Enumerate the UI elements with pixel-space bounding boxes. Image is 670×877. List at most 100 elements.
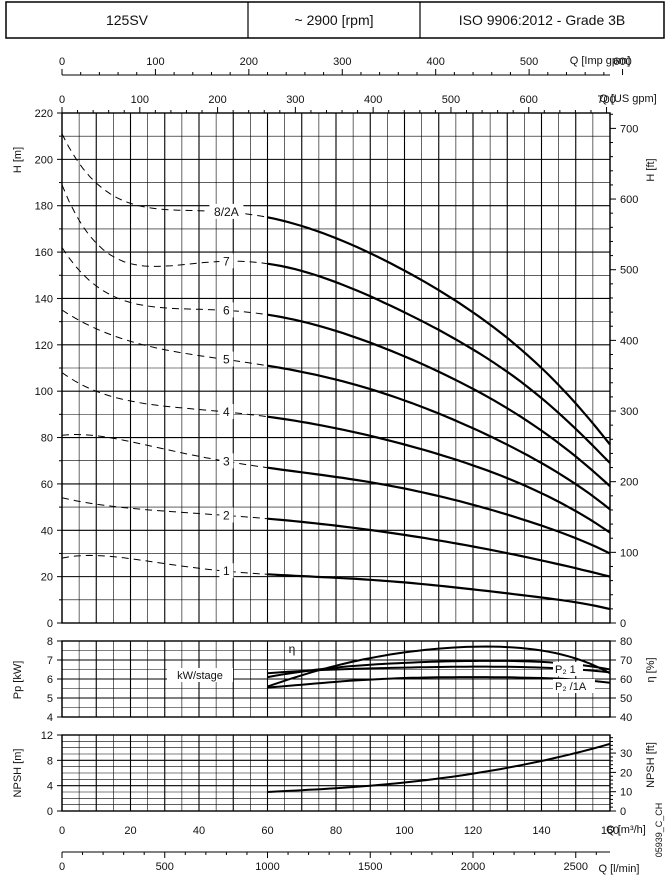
head-m-tick-label: 180 <box>35 201 53 213</box>
head-ft-tick-label: 200 <box>620 477 638 489</box>
head-curve-3 <box>267 466 611 555</box>
head-m-axis-label: H [m] <box>12 147 24 173</box>
head-m-tick-label: 100 <box>35 386 53 398</box>
head-m-tick-label: 160 <box>35 247 53 259</box>
npsh-ft-tick-label: 0 <box>620 806 626 818</box>
curve-label-bg <box>219 253 234 269</box>
curve-layer <box>61 133 611 793</box>
p2-1-label-bg <box>553 662 583 676</box>
standard-label: ISO 9906:2012 - Grade 3B <box>459 12 626 28</box>
imp-gpm-tick-label: 0 <box>59 56 65 68</box>
curve-label-bg <box>209 203 244 219</box>
m3h-tick-label: 120 <box>464 825 482 837</box>
npsh-ft-tick-label: 30 <box>620 748 632 760</box>
m3h-tick-label: 60 <box>261 825 273 837</box>
lmin-tick-label: 1500 <box>358 861 382 873</box>
lmin-axis-label: Q [l/min] <box>599 863 640 875</box>
efficiency-tick-label: 70 <box>620 655 632 667</box>
curve-label-stage-1: 1 <box>223 564 230 578</box>
power-axis-label: Pp [kW] <box>12 661 24 700</box>
header: 125SV ~ 2900 [rpm] ISO 9906:2012 - Grade… <box>5 1 665 39</box>
head-m-tick-label: 20 <box>41 572 53 584</box>
curve-label-bg <box>219 453 234 469</box>
us-gpm-tick-label: 300 <box>286 94 304 106</box>
header-frame <box>5 1 665 39</box>
curve-label-bg <box>219 403 234 419</box>
m3h-tick-label: 140 <box>532 825 550 837</box>
head-ft-tick-label: 500 <box>620 265 638 277</box>
head-m-tick-label: 0 <box>47 618 53 630</box>
head-curve-6 <box>267 313 611 488</box>
p2-1a-label-bg <box>553 679 595 693</box>
us-gpm-axis-label: Q [US gpm] <box>599 93 656 105</box>
npsh-curve <box>267 742 611 793</box>
efficiency-curve-label: η <box>289 642 296 656</box>
lmin-tick-label: 2500 <box>564 861 588 873</box>
lmin-tick-label: 2000 <box>461 861 485 873</box>
head-m-tick-label: 140 <box>35 293 53 305</box>
efficiency-tick-label: 80 <box>620 636 632 648</box>
imp-gpm-tick-label: 300 <box>333 56 351 68</box>
m3h-axis-label: Q [m³/h] <box>606 824 646 836</box>
npsh-m-tick-label: 4 <box>47 781 53 793</box>
m3h-tick-label: 40 <box>193 825 205 837</box>
m3h-tick-label: 160 <box>601 825 619 837</box>
curve-label-bg <box>219 351 234 367</box>
curve-label-bg <box>219 507 234 523</box>
head-curve-7 <box>267 262 611 464</box>
p2-1a-curve-label: P₂ /1A <box>555 681 587 693</box>
imp-gpm-tick-label: 500 <box>520 56 538 68</box>
head-curve-dashed-8/2A <box>61 133 268 218</box>
curve-label-stage-5: 5 <box>223 353 230 367</box>
head-ft-tick-label: 600 <box>620 194 638 206</box>
head-curve-8/2A <box>267 216 611 446</box>
kw-stage-label: kW/stage <box>177 670 223 682</box>
head-ft-tick-label: 300 <box>620 406 638 418</box>
speed-label: ~ 2900 [rpm] <box>295 12 374 28</box>
head-m-tick-label: 200 <box>35 154 53 166</box>
efficiency-axis-label: η [%] <box>645 657 657 682</box>
power-tick-label: 5 <box>47 693 53 705</box>
curve-label-stage-6: 6 <box>223 303 230 317</box>
imp-gpm-tick-label: 400 <box>427 56 445 68</box>
drawing-code: 05939_C_CH <box>654 803 664 858</box>
pe-curve-P1 <box>267 659 611 679</box>
model-label: 125SV <box>106 12 149 28</box>
npsh-m-tick-label: 12 <box>41 730 53 742</box>
lmin-tick-label: 0 <box>59 861 65 873</box>
us-gpm-tick-label: 600 <box>520 94 538 106</box>
pe-curve-kWstage <box>267 665 611 675</box>
head-ft-tick-label: 700 <box>620 123 638 135</box>
p2-1-curve-label: P₂ 1 <box>555 664 576 676</box>
head-curve-1 <box>267 573 611 611</box>
npsh-m-tick-label: 0 <box>47 806 53 818</box>
imp-gpm-axis-label: Q [Imp gpm] <box>570 55 631 67</box>
npsh-m-tick-label: 8 <box>47 755 53 767</box>
head-curve-dashed-4 <box>61 372 268 418</box>
head-ft-tick-label: 100 <box>620 547 638 559</box>
us-gpm-tick-label: 200 <box>208 94 226 106</box>
pe-curve-P1A <box>267 676 611 689</box>
m3h-tick-label: 0 <box>59 825 65 837</box>
us-gpm-tick-label: 100 <box>131 94 149 106</box>
npsh-ft-axis-label: NPSH [ft] <box>645 742 657 788</box>
imp-gpm-tick-label: 200 <box>240 56 258 68</box>
lmin-tick-label: 1000 <box>255 861 279 873</box>
head-m-tick-label: 120 <box>35 340 53 352</box>
efficiency-tick-label: 40 <box>620 712 632 724</box>
us-gpm-tick-label: 500 <box>442 94 460 106</box>
head-ft-tick-label: 0 <box>620 618 626 630</box>
head-curve-4 <box>267 415 611 534</box>
curve-label-bg <box>219 302 234 318</box>
curve-label-stage-7: 7 <box>223 254 230 268</box>
m3h-tick-label: 80 <box>330 825 342 837</box>
head-curve-5 <box>267 364 611 511</box>
head-m-tick-label: 60 <box>41 479 53 491</box>
npsh-ft-tick-label: 20 <box>620 767 632 779</box>
lmin-tick-label: 500 <box>156 861 174 873</box>
efficiency-tick-label: 50 <box>620 693 632 705</box>
us-gpm-tick-label: 700 <box>597 94 615 106</box>
head-m-tick-label: 40 <box>41 525 53 537</box>
grid-layer <box>61 112 611 812</box>
